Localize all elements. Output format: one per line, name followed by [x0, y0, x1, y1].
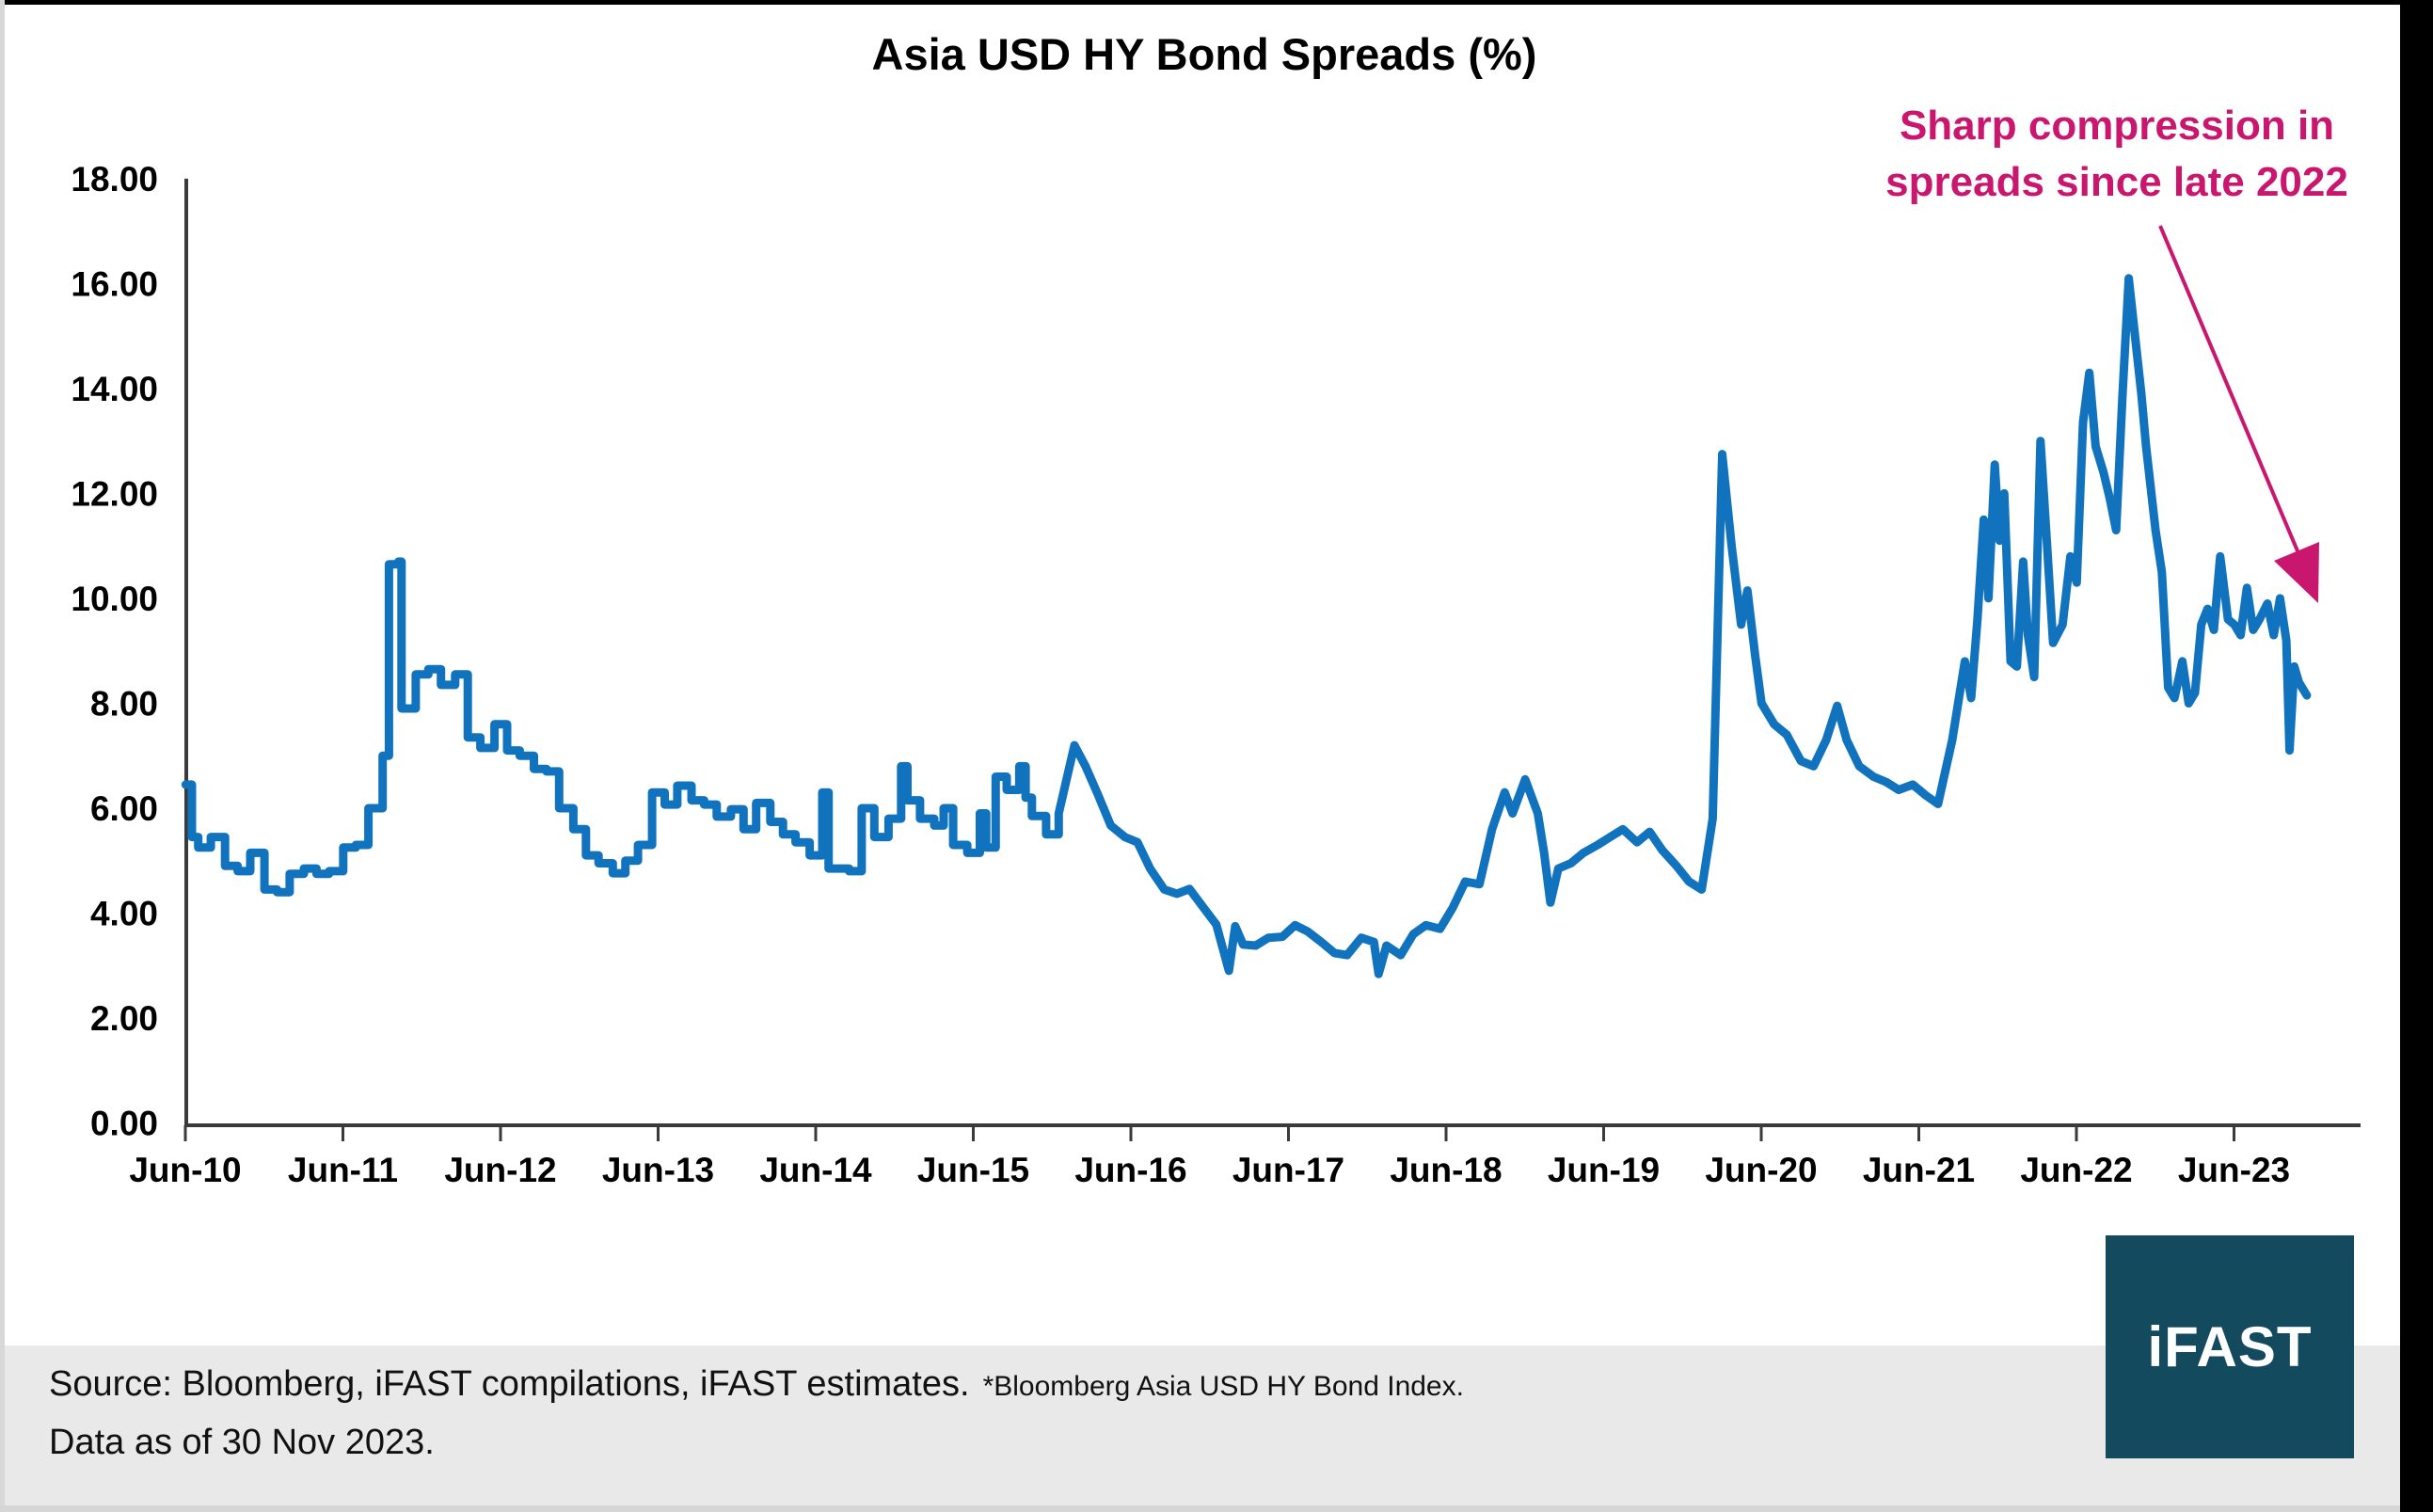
x-tick-label: Jun-11: [288, 1151, 398, 1189]
bottom-border: [0, 1505, 2433, 1512]
right-border: [2400, 0, 2433, 1512]
source-text: Source: Bloomberg, iFAST compilations, i…: [49, 1364, 970, 1404]
top-border: [0, 0, 2433, 5]
index-footnote: *Bloomberg Asia USD HY Bond Index.: [982, 1371, 1464, 1402]
y-tick-label: 8.00: [90, 685, 158, 724]
data-as-of-text: Data as of 30 Nov 2023.: [49, 1423, 435, 1462]
annotation-arrow-line: [2158, 225, 2300, 554]
x-tick-label: Jun-21: [1863, 1151, 1975, 1189]
annotation-line-1: Sharp compression in: [1899, 103, 2335, 149]
x-tick-label: Jun-14: [759, 1151, 872, 1189]
x-tick-label: Jun-17: [1232, 1151, 1344, 1189]
x-tick-label: Jun-12: [444, 1151, 556, 1189]
x-tick-label: Jun-20: [1705, 1151, 1817, 1189]
x-tick-label: Jun-10: [129, 1151, 241, 1189]
y-tick-label: 12.00: [71, 474, 158, 513]
y-tick-label: 6.00: [90, 789, 158, 828]
footer-band: [0, 1345, 2433, 1512]
ifast-logo-text: iFAST: [2147, 1315, 2313, 1378]
page-title: Asia USD HY Bond Spreads (%): [871, 29, 1537, 79]
x-tick-label: Jun-22: [2020, 1151, 2132, 1189]
y-tick-label: 0.00: [90, 1105, 158, 1143]
x-tick-label: Jun-13: [602, 1151, 714, 1189]
y-tick-label: 16.00: [71, 264, 158, 303]
annotation-arrow-head: [2274, 542, 2319, 603]
y-tick-label: 2.00: [90, 999, 158, 1038]
spread-line: [181, 274, 2312, 979]
y-tick-label: 4.00: [90, 895, 158, 933]
y-tick-label: 14.00: [71, 370, 158, 408]
x-tick-label: Jun-18: [1390, 1151, 1502, 1189]
x-tick-label: Jun-15: [917, 1151, 1029, 1189]
source-line: Source: Bloomberg, iFAST compilations, i…: [49, 1364, 1464, 1405]
ifast-logo: iFAST: [2106, 1235, 2354, 1458]
annotation-text: Sharp compression in spreads since late …: [1877, 98, 2357, 211]
x-tick-label: Jun-23: [2178, 1151, 2290, 1189]
y-tick-label: 10.00: [71, 580, 158, 618]
y-tick-label: 18.00: [71, 160, 158, 199]
x-tick-label: Jun-19: [1548, 1151, 1660, 1189]
left-border: [0, 0, 5, 1512]
x-tick-label: Jun-16: [1074, 1151, 1186, 1189]
annotation-line-2: spreads since late 2022: [1885, 159, 2348, 205]
